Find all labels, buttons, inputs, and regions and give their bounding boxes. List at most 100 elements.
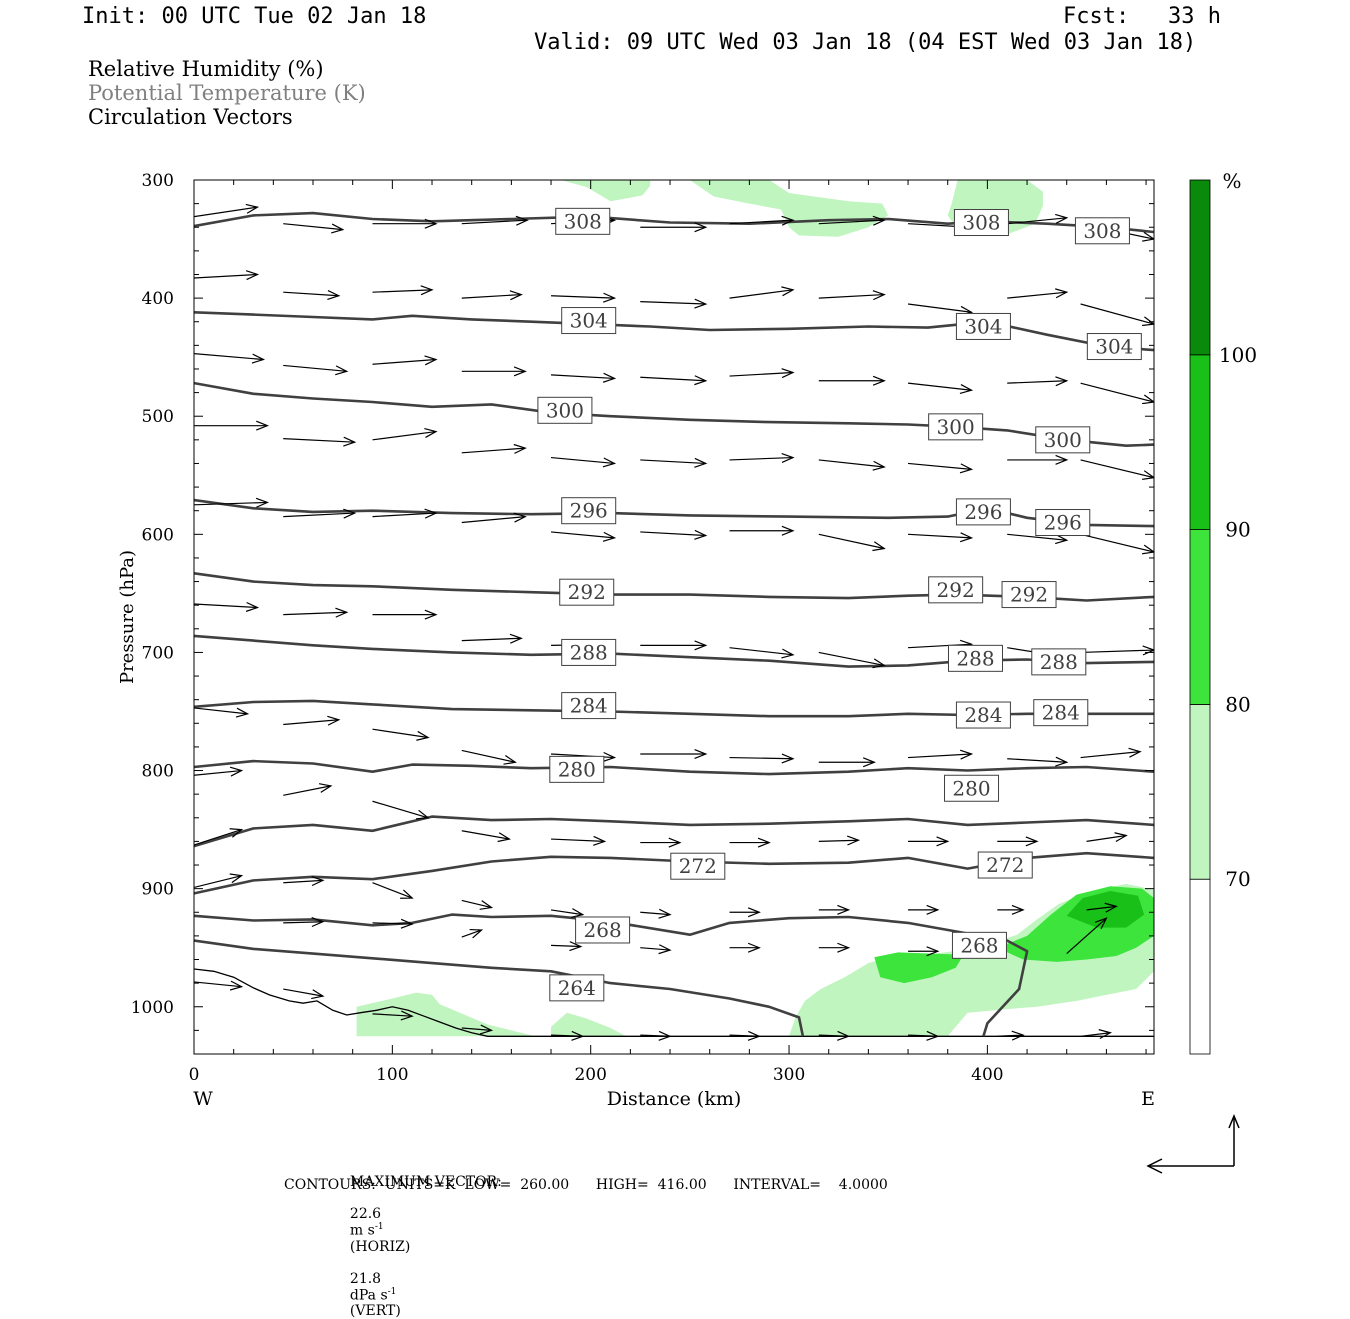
svg-text:296: 296: [570, 499, 608, 523]
svg-text:268: 268: [960, 933, 998, 957]
wind-vector: [461, 830, 511, 843]
rh-region-90: [1066, 891, 1145, 928]
wind-vector: [551, 1030, 585, 1041]
theta-label-272: 272: [670, 852, 726, 880]
wind-vector: [194, 601, 260, 612]
wind-vector: [461, 633, 523, 644]
svg-text:284: 284: [1042, 701, 1080, 725]
y-tick-label: 400: [142, 289, 174, 309]
wind-vector: [372, 882, 414, 899]
wind-vector: [729, 907, 761, 918]
wind-vector: [372, 218, 438, 229]
wind-vector: [372, 918, 414, 929]
wind-vector: [908, 836, 950, 847]
wind-vector: [550, 835, 607, 846]
wind-vector: [1080, 533, 1154, 555]
wind-vector: [1080, 645, 1154, 656]
wind-vector: [283, 917, 325, 928]
wind-vector: [640, 375, 708, 386]
vector-scale-key: [1146, 1114, 1240, 1174]
max-vert-value: 21.8: [349, 1270, 382, 1287]
wind-vector: [372, 355, 438, 366]
svg-text:296: 296: [964, 500, 1002, 524]
svg-text:284: 284: [570, 694, 608, 718]
theta-contour-300: [194, 381, 1154, 448]
svg-text:300: 300: [1044, 428, 1082, 452]
wind-vector: [461, 215, 529, 226]
field-rh-label: Relative Humidity (%): [88, 57, 324, 81]
y-tick-label: 1000: [131, 998, 174, 1018]
svg-text:272: 272: [986, 853, 1024, 877]
wind-vector: [1007, 533, 1069, 545]
rh-region-70: [551, 1012, 627, 1037]
wind-vector: [997, 1030, 1025, 1041]
wind-vector: [729, 286, 795, 299]
wind-vector: [818, 290, 886, 301]
theta-label-296: 296: [1035, 509, 1091, 537]
wind-vector: [283, 223, 345, 234]
theta-label-292: 292: [928, 576, 984, 604]
terrain-line: [194, 968, 1154, 1037]
svg-text:304: 304: [964, 314, 1002, 338]
tick-layer: 0 100 200 300 400 300 400 500 600 700 800 900 1000: [131, 171, 1154, 1085]
plot-frame: [193, 179, 1155, 1055]
wind-vector: [729, 215, 795, 226]
svg-text:264: 264: [558, 976, 596, 1000]
wind-vector: [1080, 1029, 1112, 1040]
wind-vector: [640, 1030, 672, 1041]
colorbar-level-label: 100: [1219, 343, 1257, 367]
svg-text:296: 296: [1044, 511, 1082, 535]
wind-vector: [907, 382, 974, 394]
svg-text:284: 284: [964, 703, 1002, 727]
wind-vector: [372, 609, 438, 620]
wind-vector: [997, 904, 1025, 915]
wind-vector: [818, 215, 886, 226]
max-horiz-value: 22.6: [349, 1206, 382, 1222]
wind-vector: [818, 459, 886, 471]
rh-region-70: [356, 992, 536, 1037]
theta-label-300: 300: [928, 413, 984, 441]
wind-vector: [372, 1010, 414, 1021]
wind-vector: [194, 766, 244, 777]
valid-time: Valid: 09 UTC Wed 03 Jan 18 (04 EST Wed …: [534, 30, 1197, 55]
theta-label-304: 304: [955, 312, 1011, 340]
x-tick-label: 200: [574, 1065, 606, 1085]
wind-vector: [551, 292, 617, 303]
wind-vector: [1086, 902, 1118, 913]
terrain-layer: [194, 968, 1154, 1037]
wind-vector: [372, 800, 430, 820]
wind-vector: [551, 941, 583, 952]
wind-vector: [729, 942, 761, 953]
theta-label-308: 308: [953, 209, 1009, 237]
theta-label-296: 296: [561, 497, 617, 525]
wind-vector: [1007, 288, 1069, 299]
wind-vector: [908, 946, 940, 957]
svg-text:280: 280: [952, 776, 990, 800]
theta-label-292: 292: [559, 578, 615, 606]
wind-vector: [729, 837, 771, 848]
wind-vector: [461, 290, 523, 301]
wind-vector: [908, 532, 974, 543]
cross-section-chart: 308 308 308 304 304 304 300 300 300 296 296 296 292 2…: [117, 169, 1257, 1174]
rh-colorbar: 70 80 90 100: [1189, 179, 1257, 1055]
theta-label-300: 300: [1035, 426, 1091, 454]
svg-text:280: 280: [558, 757, 596, 781]
svg-text:300: 300: [937, 415, 975, 439]
wind-vector: [729, 452, 795, 463]
wind-vector: [1007, 376, 1069, 387]
x-tick-label: 0: [189, 1065, 200, 1085]
x-tick-label: 100: [376, 1065, 408, 1085]
y-tick-label: 500: [142, 407, 174, 427]
theta-contour-276: [194, 815, 1154, 848]
wind-vector: [283, 508, 357, 519]
wind-vector: [818, 835, 861, 846]
max-vert-unit: dPa s: [349, 1287, 388, 1304]
theta-label-288: 288: [1031, 648, 1087, 676]
wind-vector: [729, 647, 795, 659]
field-theta-label: Potential Temperature (K): [88, 81, 366, 105]
x-axis-title: Distance (km): [607, 1088, 742, 1110]
wind-vector: [1080, 382, 1154, 405]
theta-label-300: 300: [537, 396, 593, 424]
wind-vector: [461, 443, 527, 454]
max-vert-exponent: -1: [387, 1286, 397, 1297]
